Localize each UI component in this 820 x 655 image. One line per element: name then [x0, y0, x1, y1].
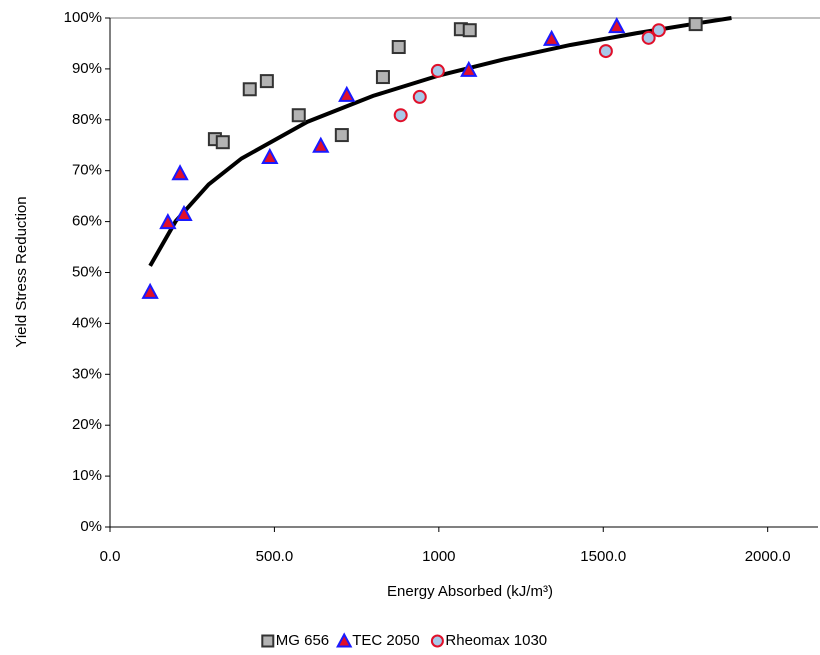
x-tick-label: 500.0 — [256, 548, 294, 565]
marker — [641, 30, 656, 45]
legend-label: Rheomax 1030 — [445, 632, 547, 649]
y-tick-label: 30% — [72, 365, 102, 382]
x-tick-label: 0.0 — [100, 548, 121, 565]
marker — [171, 164, 189, 181]
legend-marker — [430, 634, 444, 648]
legend-label: MG 656 — [276, 632, 329, 649]
y-tick-label: 0% — [80, 518, 102, 535]
x-tick-label: 1500.0 — [580, 548, 626, 565]
marker — [334, 128, 349, 143]
marker — [688, 17, 703, 32]
y-tick-label: 20% — [72, 416, 102, 433]
marker — [215, 135, 230, 150]
y-tick-label: 80% — [72, 111, 102, 128]
marker — [651, 23, 666, 38]
y-tick-label: 70% — [72, 162, 102, 179]
y-tick-label: 40% — [72, 314, 102, 331]
y-axis-label: Yield Stress Reduction — [13, 196, 30, 347]
marker — [412, 89, 427, 104]
marker — [462, 23, 477, 38]
x-tick-label: 2000.0 — [745, 548, 791, 565]
trendline — [148, 16, 732, 267]
marker — [598, 44, 613, 59]
marker — [141, 282, 159, 299]
marker — [312, 136, 330, 153]
marker — [291, 108, 306, 123]
marker — [159, 212, 177, 230]
marker — [393, 108, 408, 123]
marker — [338, 85, 356, 102]
marker — [608, 17, 626, 34]
x-tick-label: 1000 — [422, 548, 455, 565]
legend-marker — [261, 634, 275, 648]
legend-label: TEC 2050 — [352, 632, 420, 649]
marker — [259, 74, 274, 89]
marker — [375, 70, 390, 85]
y-tick-label: 10% — [72, 467, 102, 484]
marker — [460, 60, 478, 77]
marker — [261, 147, 279, 164]
marker — [242, 82, 257, 97]
marker — [542, 29, 561, 46]
marker — [430, 63, 445, 78]
x-axis-label: Energy Absorbed (kJ/m³) — [387, 583, 553, 600]
y-tick-label: 60% — [72, 213, 102, 230]
marker — [391, 40, 406, 55]
y-tick-label: 90% — [72, 60, 102, 77]
y-tick-label: 50% — [72, 263, 102, 280]
marker — [175, 204, 193, 221]
y-tick-label: 100% — [64, 9, 102, 26]
legend-marker — [336, 632, 353, 648]
